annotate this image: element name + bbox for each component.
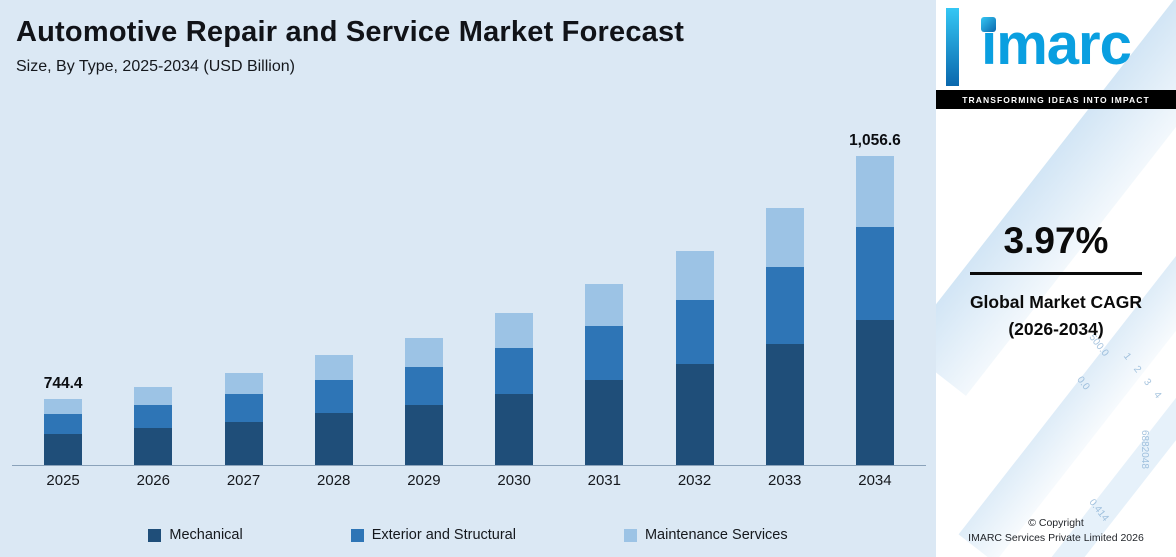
bar-segment-exterior-and-structural [44,414,83,434]
bar-segment-mechanical [585,380,624,465]
legend-item-exterior-and-structural: Exterior and Structural [350,527,516,543]
x-axis-label-2025: 2025 [46,472,80,489]
bar-segment-mechanical [675,364,714,465]
legend-label: Maintenance Services [644,527,788,543]
bar-stack [404,338,443,465]
bar-segment-exterior-and-structural [765,267,804,344]
chart-subtitle: Size, By Type, 2025-2034 (USD Billion) [16,58,295,75]
bar-group-2029 [379,338,469,465]
bar-segment-mechanical [495,394,534,465]
bar-segment-maintenance-services [404,338,443,367]
x-axis-label-2031: 2031 [587,472,621,489]
bar-segment-maintenance-services [134,387,173,405]
bar-stack [134,387,173,465]
bar-segment-mechanical [44,434,83,465]
x-axis-label-2030: 2030 [497,472,531,489]
logo-wordmark: imarc [981,12,1132,77]
cagr-label-line2: (2026-2034) [1008,319,1104,340]
legend-swatch-icon [148,528,162,542]
bar-group-2034: 1,056.6 [830,132,920,465]
bar-segment-exterior-and-structural [675,300,714,364]
x-axis-line [12,465,926,466]
decorative-number: 6882048 [1139,430,1150,469]
bar-segment-maintenance-services [224,373,263,394]
bar-stack [224,373,263,465]
legend-item-mechanical: Mechanical [148,527,243,543]
x-axis-label-2027: 2027 [226,472,261,489]
bar-segment-exterior-and-structural [224,394,263,422]
bar-stack [44,399,83,465]
legend-swatch-icon [623,528,637,542]
x-axis-label-2029: 2029 [407,472,441,489]
bar-segment-mechanical [855,320,894,465]
bar-stack [855,156,894,465]
branding-panel: 500.0 0.0 1 2 3 4 6882048 0.414 imarc TR… [936,0,1176,557]
copyright-line1: © Copyright [1028,516,1084,529]
chart-title: Automotive Repair and Service Market For… [16,16,685,48]
legend-label: Exterior and Structural [371,527,516,543]
bar-segment-maintenance-services [675,251,714,300]
bar-segment-exterior-and-structural [314,380,353,413]
bar-segment-maintenance-services [585,284,624,326]
bar-value-label: 1,056.6 [849,132,901,149]
legend-item-maintenance-services: Maintenance Services [623,527,788,543]
bar-segment-exterior-and-structural [404,367,443,405]
bar-group-2033 [740,208,830,465]
bar-segment-maintenance-services [314,355,353,380]
cagr-value: 3.97% [1003,220,1109,261]
x-axis-labels: 2025 2026 2027 2028 2029 2030 2031 2032 2033 2034 [18,472,920,489]
bar-segment-exterior-and-structural [495,348,534,394]
bar-series: 744.4 1,056.6 [18,105,920,465]
logo-tagline: TRANSFORMING IDEAS INTO IMPACT [936,90,1176,109]
bar-segment-exterior-and-structural [134,405,173,428]
chart-area: Automotive Repair and Service Market For… [0,0,936,557]
legend-label: Mechanical [169,527,243,543]
bar-group-2025: 744.4 [18,375,108,465]
bar-stack [765,208,804,465]
bar-segment-mechanical [404,405,443,465]
bar-stack [675,251,714,465]
cagr-label-line1: Global Market CAGR [969,292,1143,312]
bar-group-2028 [289,355,379,465]
bar-segment-maintenance-services [495,313,534,348]
bar-group-2030 [469,313,559,465]
x-axis-label-2032: 2032 [677,472,712,489]
legend-swatch-icon [350,528,364,542]
bar-segment-mechanical [765,344,804,465]
bar-stack [314,355,353,465]
copyright: © Copyright IMARC Services Private Limit… [936,516,1176,548]
bar-stack [585,284,624,465]
bar-segment-mechanical [224,422,263,465]
bar-segment-exterior-and-structural [855,227,894,320]
logo-gradient-dot-icon [981,17,997,32]
bar-segment-mechanical [314,413,353,465]
logo-gradient-bar [946,8,959,86]
imarc-logo: imarc [936,0,1176,90]
cagr-block: 3.97% Global Market CAGR (2026-2034) [936,220,1176,343]
bar-group-2031 [559,284,649,465]
bar-segment-exterior-and-structural [585,326,624,380]
x-axis-label-2034: 2034 [858,472,892,489]
x-axis-label-2033: 2033 [768,472,802,489]
bar-group-2026 [108,387,198,465]
bar-value-label: 744.4 [43,375,83,392]
cagr-underline [970,272,1142,275]
logo-lockup: imarc [981,16,1132,74]
bar-segment-maintenance-services [765,208,804,267]
bar-segment-maintenance-services [855,156,894,227]
bar-stack [495,313,534,465]
chart-header: Automotive Repair and Service Market For… [16,16,926,76]
plot-area: 744.4 1,056.6 [12,105,926,466]
x-axis-label-2028: 2028 [317,472,351,489]
legend: Mechanical Exterior and Structural Mainten… [0,527,936,543]
bar-group-2032 [649,251,739,465]
copyright-line2: IMARC Services Private Limited 2026 [968,532,1144,545]
bar-segment-mechanical [134,428,173,465]
bar-group-2027 [198,373,288,465]
x-axis-label-2026: 2026 [136,472,170,489]
bar-segment-maintenance-services [44,399,83,414]
